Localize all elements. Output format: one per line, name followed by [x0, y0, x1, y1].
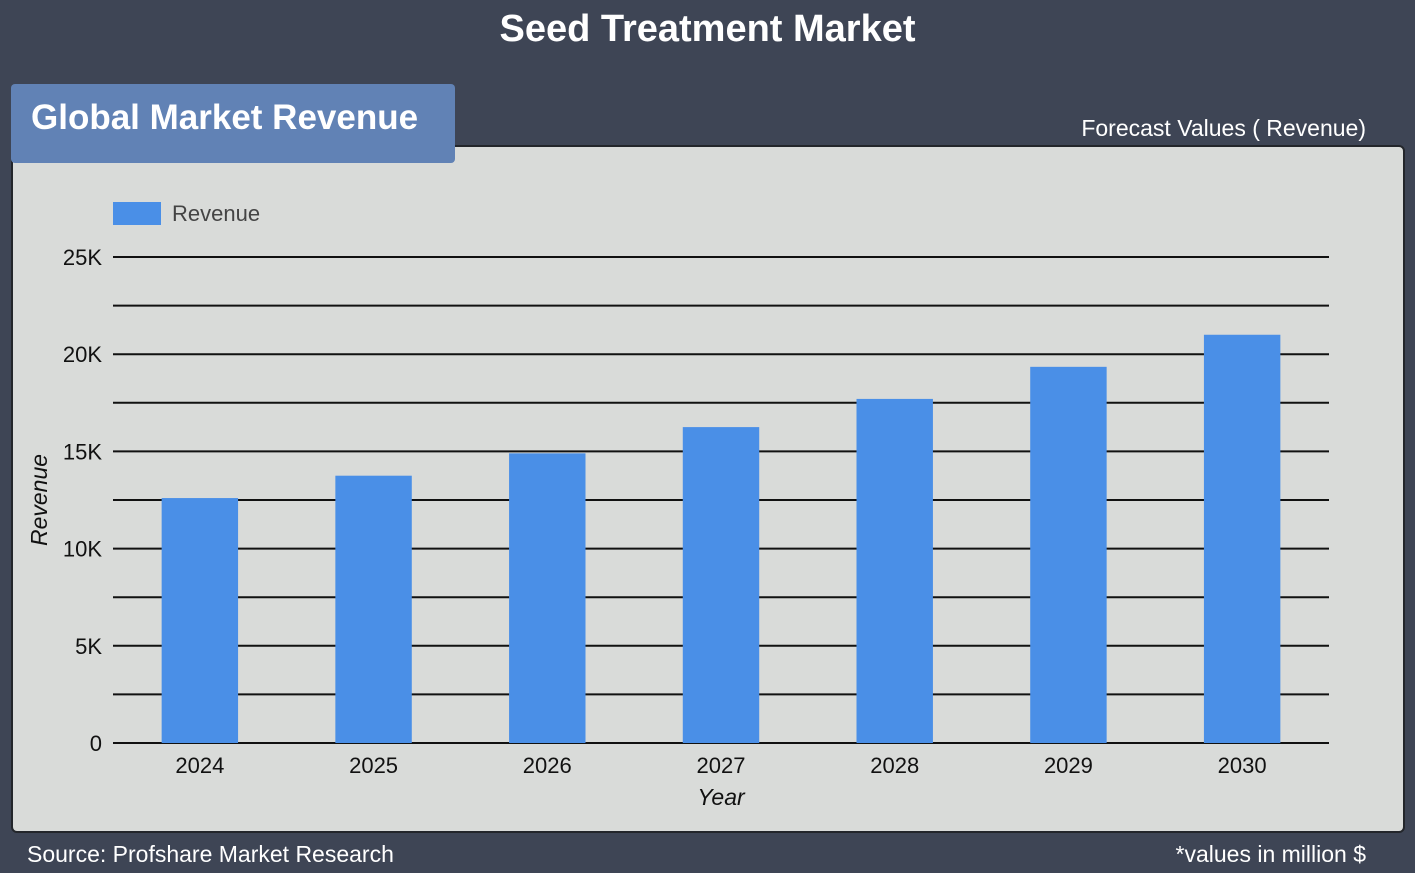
- x-tick-label: 2025: [349, 753, 398, 778]
- y-tick-label: 15K: [63, 439, 102, 464]
- y-tick-label: 5K: [75, 634, 102, 659]
- source-note: Source: Profshare Market Research: [27, 841, 394, 867]
- chart-panel: 0 5K 10K 15K 20K 25K 2024 2025 2026 2027 2028 2029 2…: [11, 145, 1405, 833]
- legend: Revenue: [113, 201, 260, 226]
- bar-2027: [682, 427, 760, 743]
- units-note: *values in million $: [1175, 841, 1366, 867]
- x-tick-label: 2028: [870, 753, 919, 778]
- bar-2025: [335, 475, 412, 743]
- bar-2029: [1030, 366, 1107, 743]
- x-tick-label: 2026: [523, 753, 572, 778]
- x-axis-title: Year: [697, 784, 746, 810]
- forecast-label: Forecast Values ( Revenue): [1081, 115, 1366, 141]
- bar-2030: [1203, 334, 1281, 743]
- y-tick-label: 0: [90, 731, 102, 756]
- legend-swatch: [113, 202, 161, 225]
- page-title: Seed Treatment Market: [499, 8, 916, 50]
- x-tick-label: 2030: [1218, 753, 1267, 778]
- x-tick-label: 2024: [175, 753, 224, 778]
- x-tick-label: 2027: [697, 753, 746, 778]
- revenue-bar-chart: 0 5K 10K 15K 20K 25K 2024 2025 2026 2027 2028 2029 2…: [26, 201, 1329, 810]
- y-axis-title: Revenue: [26, 454, 52, 546]
- axes: 0 5K 10K 15K 20K 25K 2024 2025 2026 2027 2028 2029 2…: [26, 245, 1267, 810]
- legend-label: Revenue: [172, 201, 260, 226]
- y-tick-label: 10K: [63, 537, 102, 562]
- bar-2028: [856, 398, 933, 743]
- bars: [161, 334, 1281, 743]
- bar-2026: [509, 453, 586, 743]
- section-tab: Global Market Revenue: [11, 84, 455, 163]
- y-tick-label: 20K: [63, 342, 102, 367]
- bar-2024: [161, 498, 239, 743]
- y-tick-label: 25K: [63, 245, 102, 270]
- x-tick-label: 2029: [1044, 753, 1093, 778]
